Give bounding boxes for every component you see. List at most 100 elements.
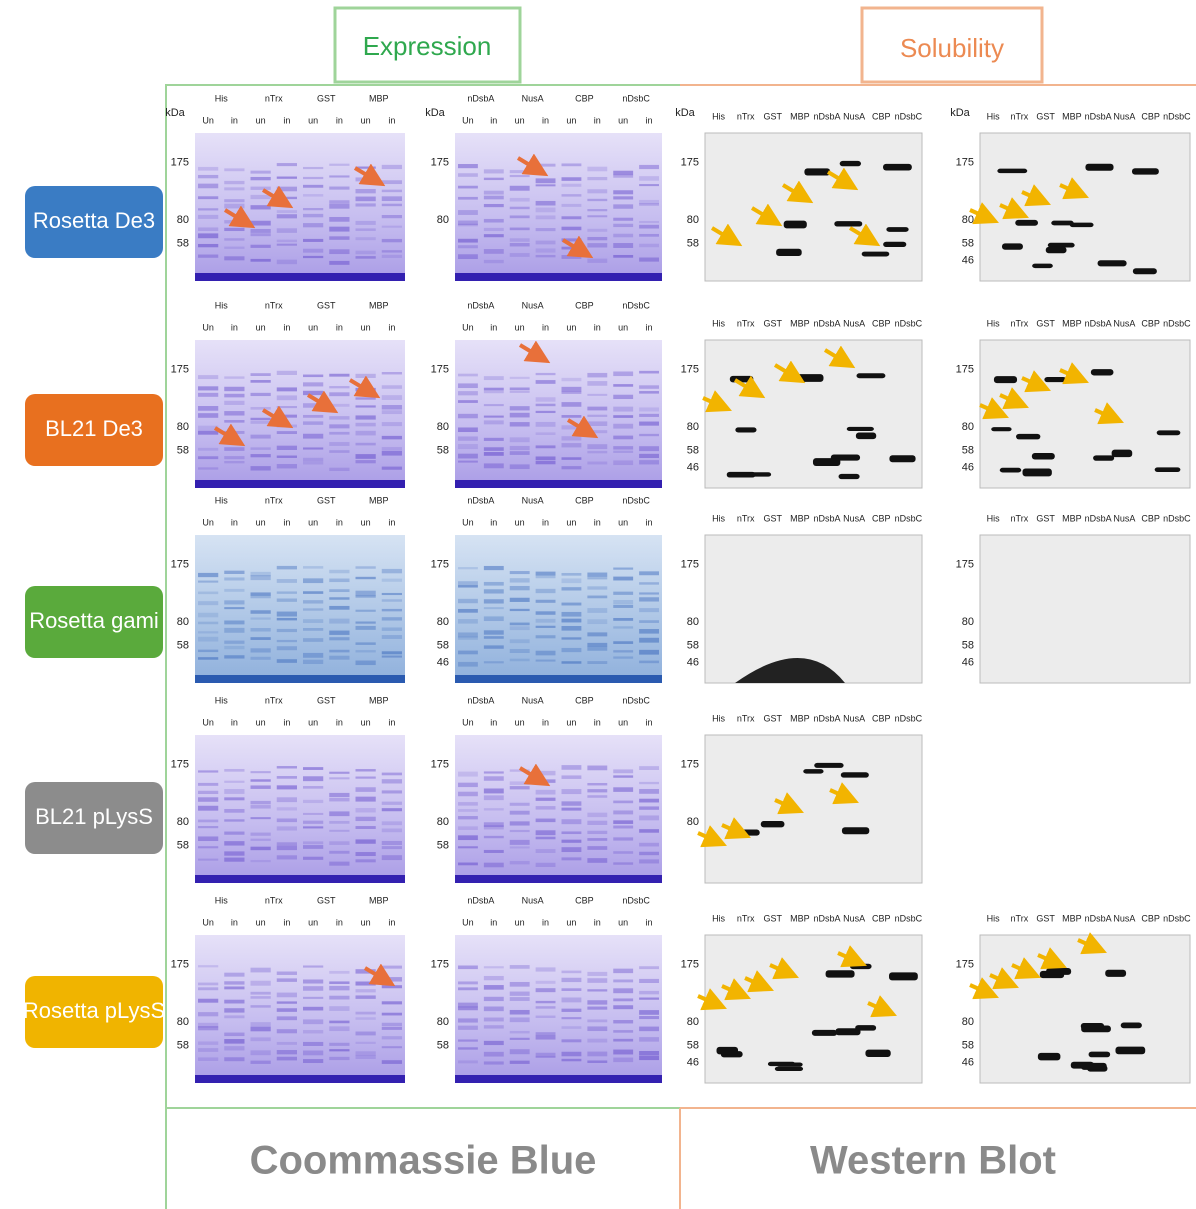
gel-band	[510, 175, 530, 177]
marker-label: 58	[437, 445, 449, 457]
gel-band	[277, 244, 297, 246]
gel-band	[329, 227, 349, 232]
gel-band	[329, 841, 349, 845]
gel-band	[198, 255, 218, 258]
blot-band	[1098, 260, 1127, 266]
gel-band	[356, 859, 376, 862]
gel-band	[277, 1057, 297, 1061]
marker-label: 175	[171, 959, 189, 971]
gel-band	[458, 254, 478, 259]
gel-band	[639, 1051, 659, 1055]
gel-band	[536, 404, 556, 406]
gel-band	[198, 175, 218, 178]
gel-band	[613, 224, 633, 227]
gel-band	[329, 798, 349, 802]
protein-label: His	[712, 318, 725, 328]
marker-label: 46	[962, 255, 974, 267]
gel-band	[251, 595, 271, 598]
gel-band	[251, 805, 271, 809]
protein-label: nDsbA	[814, 318, 841, 328]
gel-band	[484, 788, 504, 793]
gel-band	[277, 971, 297, 974]
lane-label: in	[388, 717, 395, 727]
gel-band	[277, 640, 297, 642]
gel-band	[562, 612, 582, 617]
gel-band	[484, 452, 504, 456]
gel-band	[613, 424, 633, 429]
gel-band	[613, 851, 633, 854]
gel-band	[303, 800, 323, 803]
marker-label: 175	[681, 559, 699, 571]
gel-band	[224, 628, 244, 633]
gel-band	[251, 981, 271, 986]
marker-label: 175	[681, 157, 699, 169]
gel-band	[587, 813, 607, 817]
protein-label: NusA	[843, 713, 865, 723]
protein-label: nTrx	[265, 495, 283, 505]
gel-band	[639, 434, 659, 436]
gel-band	[587, 243, 607, 247]
gel-band	[510, 598, 530, 602]
gel-band	[277, 797, 297, 802]
gel-band	[277, 456, 297, 458]
protein-label: His	[987, 318, 1000, 328]
gel-band	[303, 1019, 323, 1024]
gel-band	[536, 660, 556, 662]
blot-band	[776, 249, 802, 256]
dye-front	[455, 875, 662, 883]
gel-band	[224, 646, 244, 649]
lane-label: Un	[202, 917, 214, 927]
marker-label: 175	[431, 559, 449, 571]
blot-band	[839, 474, 860, 479]
protein-label: CBP	[1141, 111, 1160, 121]
lane-label: un	[256, 517, 266, 527]
gel-band	[510, 626, 530, 630]
gel-band	[458, 239, 478, 243]
gel-band	[329, 424, 349, 428]
gel-band	[303, 638, 323, 642]
marker-label: 80	[962, 214, 974, 226]
gel-band	[303, 600, 323, 603]
gel-band	[277, 214, 297, 218]
gel-band	[536, 790, 556, 795]
gel-band	[639, 454, 659, 458]
gel-band	[224, 981, 244, 984]
protein-label: CBP	[872, 513, 891, 523]
blot-band	[883, 164, 912, 171]
gel-band	[382, 821, 402, 825]
figure: Expression Solubility Coommassie Blue We…	[0, 0, 1196, 1209]
gel-band	[303, 653, 323, 658]
protein-label: GST	[317, 695, 336, 705]
blot-band	[1093, 455, 1114, 460]
gel-band	[382, 215, 402, 218]
gel-band	[382, 609, 402, 611]
lane-label: in	[542, 322, 549, 332]
protein-label: nDsbA	[1085, 318, 1112, 328]
protein-label: CBP	[1141, 318, 1160, 328]
gel-band	[639, 446, 659, 451]
dye-front	[195, 273, 405, 281]
gel-band	[510, 406, 530, 410]
gel-band	[329, 851, 349, 854]
marker-label: 175	[956, 959, 974, 971]
lane-label: un	[256, 322, 266, 332]
gel-band	[562, 819, 582, 824]
gel-band	[329, 570, 349, 573]
protein-label: His	[987, 913, 1000, 923]
gel-band	[587, 421, 607, 426]
gel-band	[458, 164, 478, 168]
gel-band	[510, 571, 530, 574]
gel-band	[329, 175, 349, 177]
gel-band	[510, 578, 530, 582]
gel-band	[303, 566, 323, 568]
gel-band	[329, 392, 349, 396]
blot-band	[857, 373, 886, 378]
blot-band	[1032, 453, 1055, 460]
gel-band	[356, 1055, 376, 1059]
protein-label: MBP	[790, 513, 810, 523]
protein-label: nDsbC	[622, 495, 650, 505]
gel-band	[536, 456, 556, 460]
lane-label: Un	[202, 517, 214, 527]
gel-band	[198, 413, 218, 418]
protein-label: nTrx	[1011, 111, 1029, 121]
